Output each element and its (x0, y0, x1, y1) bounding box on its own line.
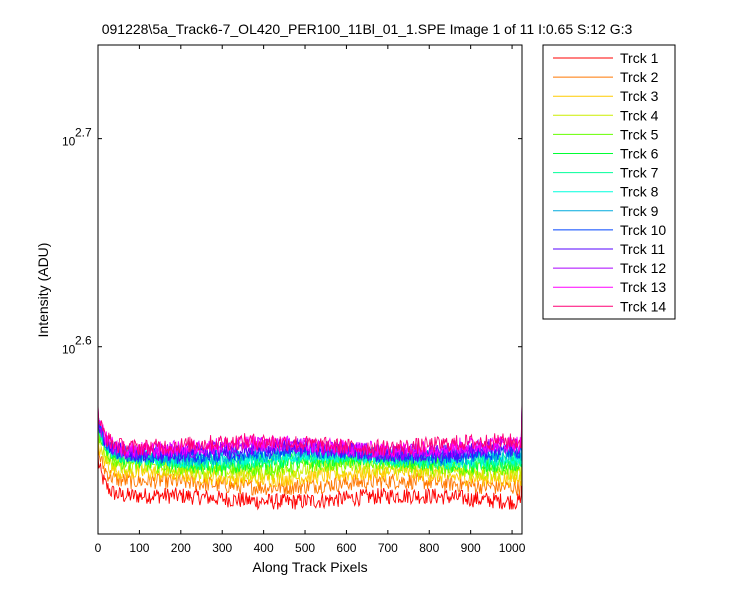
plot-frame (97, 44, 523, 535)
y-tick-label-base: 10 (62, 343, 76, 357)
legend-label: Trck 12 (620, 260, 666, 276)
legend-label: Trck 10 (620, 222, 666, 238)
legend-label: Trck 1 (620, 50, 659, 66)
series-line-trck-1 (97, 448, 523, 511)
x-axis-label: Along Track Pixels (252, 559, 367, 575)
x-tick-label: 500 (295, 541, 315, 555)
legend-label: Trck 4 (620, 107, 659, 123)
legend-label: Trck 14 (620, 298, 666, 314)
y-tick-label-base: 10 (62, 135, 76, 149)
x-tick-label: 600 (336, 541, 356, 555)
legend-label: Trck 5 (620, 126, 659, 142)
legend-label: Trck 11 (620, 241, 665, 257)
legend-label: Trck 2 (620, 69, 659, 85)
x-tick-label: 1000 (499, 541, 526, 555)
x-tick-label: 0 (95, 541, 102, 555)
legend-label: Trck 8 (620, 184, 659, 200)
x-tick-label: 400 (254, 541, 274, 555)
legend-label: Trck 7 (620, 165, 659, 181)
x-tick-label: 800 (419, 541, 439, 555)
legend-label: Trck 6 (620, 146, 659, 162)
series-line-trck-14 (97, 400, 523, 457)
series-layer (97, 400, 523, 511)
legend-label: Trck 3 (620, 88, 659, 104)
y-tick-label-exponent: 2.7 (75, 126, 92, 140)
y-tick-label-exponent: 2.6 (75, 334, 92, 348)
x-axis: 0 100 200 300 400 500 600 700 800 900 1000 (95, 45, 526, 555)
legend: Trck 1 Trck 2 Trck 3 Trck 4 Trck 5 Trck 6 Trck… (542, 44, 676, 320)
x-tick-label: 100 (129, 541, 149, 555)
x-tick-label: 900 (461, 541, 481, 555)
chart-title: 091228\5a_Track6-7_OL420_PER100_11Bl_01_… (102, 21, 633, 37)
legend-label: Trck 9 (620, 203, 659, 219)
x-tick-label: 200 (171, 541, 191, 555)
y-axis-label: Intensity (ADU) (35, 243, 51, 338)
series-line-trck-13 (97, 402, 523, 459)
x-tick-label: 300 (212, 541, 232, 555)
x-tick-label: 700 (378, 541, 398, 555)
legend-box (542, 44, 676, 320)
legend-label: Trck 13 (620, 279, 666, 295)
